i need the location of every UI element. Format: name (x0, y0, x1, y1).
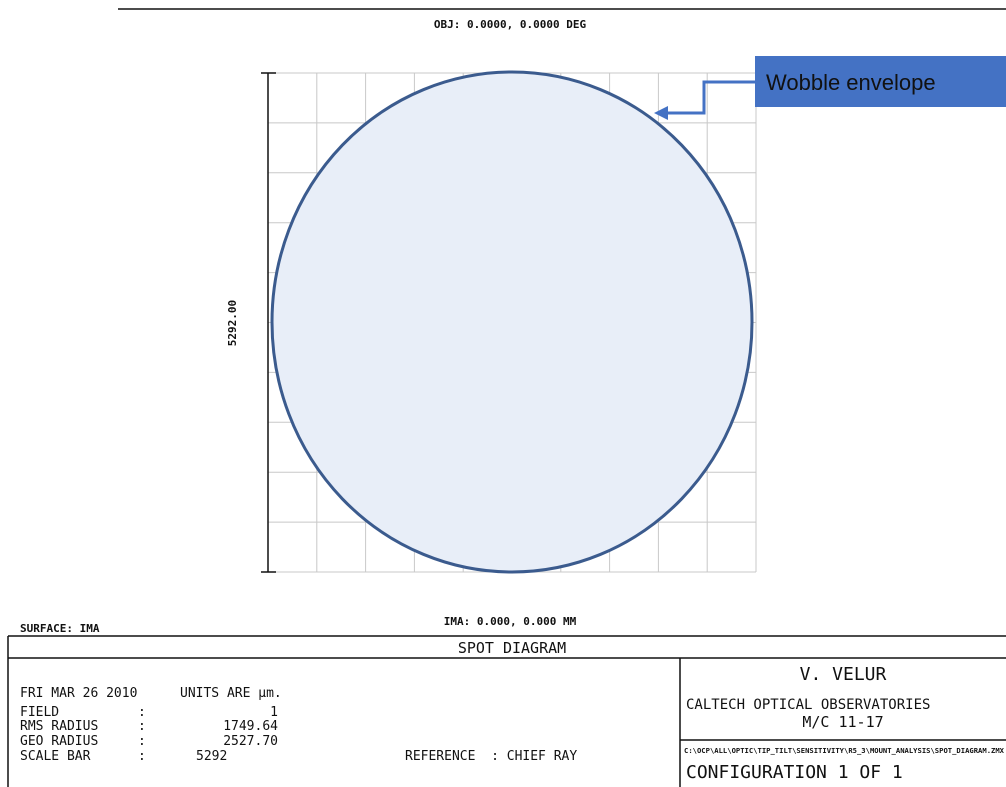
footer-row-value: 1 (270, 705, 278, 720)
footer-row-label: GEO RADIUS (20, 734, 98, 749)
callout-box (755, 56, 1006, 107)
scale-bar (261, 72, 276, 573)
footer-units: UNITS ARE µm. (180, 686, 282, 701)
footer-mc-label: M/C 11-17 (802, 713, 883, 731)
footer-row-value: 5292 (196, 749, 227, 764)
callout-text: Wobble envelope (766, 70, 936, 95)
footer-row-colon: : (138, 705, 146, 720)
footer-frame (7, 635, 1006, 787)
image-coords-label: IMA: 0.000, 0.000 MM (444, 615, 577, 628)
callout-arrowhead (654, 106, 668, 120)
footer-configuration: CONFIGURATION 1 OF 1 (686, 762, 903, 783)
footer-file-path: C:\OCP\ALL\OPTIC\TIP_TILT\SENSITIVITY\R5… (684, 747, 1005, 755)
footer-row-value: 1749.64 (223, 719, 278, 734)
callout-arrow (664, 80, 755, 115)
scale-bar-label: 5292.00 (226, 300, 239, 346)
wobble-envelope-circle (270, 70, 754, 574)
footer-row-label: SCALE BAR (20, 749, 91, 764)
footer-reference: REFERENCE : CHIEF RAY (405, 749, 577, 764)
footer-row-value: 2527.70 (223, 734, 278, 749)
footer-row-label: RMS RADIUS (20, 719, 98, 734)
footer-row-colon: : (138, 719, 146, 734)
field-angle-label: OBJ: 0.0000, 0.0000 DEG (434, 18, 587, 31)
footer-author: V. VELUR (800, 664, 887, 685)
footer-date: FRI MAR 26 2010 (20, 686, 137, 701)
footer-row-colon: : (138, 749, 146, 764)
footer-title: SPOT DIAGRAM (458, 639, 566, 657)
footer-organization: CALTECH OPTICAL OBSERVATORIES (686, 697, 930, 713)
footer-row-label: FIELD (20, 705, 59, 720)
surface-label: SURFACE: IMA (20, 622, 100, 635)
footer-row-colon: : (138, 734, 146, 749)
